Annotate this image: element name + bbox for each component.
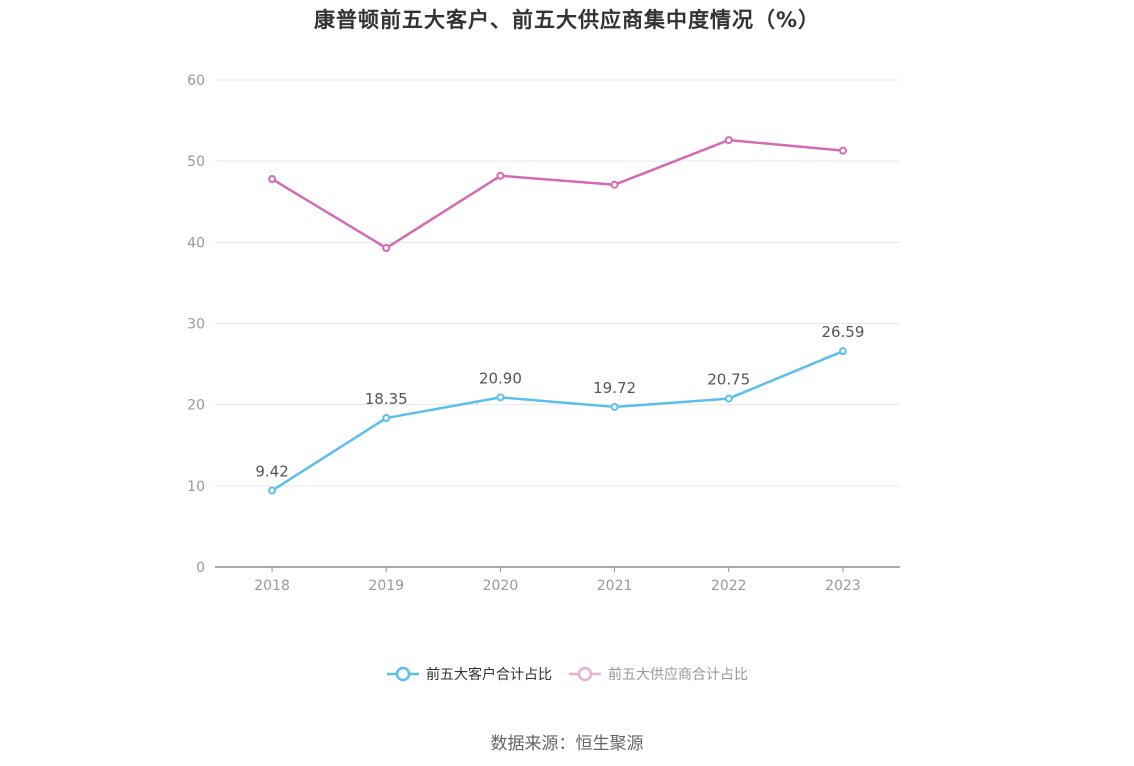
data-point [496,171,505,180]
series-line-0 [271,350,844,492]
x-tick-label: 2022 [711,578,747,594]
y-tick-label: 50 [187,154,205,170]
data-label: 20.75 [707,371,750,389]
legend-marker-suppliers-icon [569,666,601,682]
series-layer [268,136,847,495]
legend-marker-customers-icon [387,666,419,682]
x-tick-label: 2021 [597,578,633,594]
chart-title: 康普顿前五大客户、前五大供应商集中度情况（%） [313,8,821,32]
axis-layer: 0 10 20 30 40 50 60 2018 2019 2020 2021 2022 2023 [187,73,900,594]
y-tick-label: 10 [187,479,205,495]
data-point [838,146,847,155]
x-tick-label: 2020 [483,578,519,594]
label-layer: 9.42 18.35 20.90 19.72 20.75 26.59 [255,323,864,480]
data-label: 26.59 [821,323,864,341]
data-point [610,402,619,411]
data-point [838,347,847,356]
data-label: 18.35 [365,390,408,408]
source-note: 数据来源：恒生聚源 [490,734,644,754]
data-point [382,244,391,253]
data-point [724,394,733,403]
data-point [724,136,733,145]
data-point [268,486,277,495]
grid-layer [215,79,900,487]
series-line-1 [271,138,844,250]
y-tick-label: 40 [187,235,205,251]
data-point [268,175,277,184]
data-point [382,414,391,423]
y-tick-label: 0 [196,560,205,576]
x-tick-label: 2018 [254,578,290,594]
legend-label-suppliers: 前五大供应商合计占比 [608,667,748,683]
x-tick-label: 2019 [368,578,404,594]
legend: 前五大客户合计占比 前五大供应商合计占比 [0,664,1134,684]
data-label: 19.72 [593,379,636,397]
y-tick-label: 20 [187,398,205,414]
data-label: 20.90 [479,369,522,387]
data-point [496,393,505,402]
data-point [610,180,619,189]
x-tick-label: 2023 [825,578,861,594]
legend-item-customers[interactable]: 前五大客户合计占比 [386,664,552,684]
legend-label-customers: 前五大客户合计占比 [426,667,552,683]
y-tick-label: 60 [187,73,205,89]
legend-item-suppliers[interactable]: 前五大供应商合计占比 [568,664,748,684]
y-tick-label: 30 [187,317,205,333]
data-label: 9.42 [255,463,288,481]
